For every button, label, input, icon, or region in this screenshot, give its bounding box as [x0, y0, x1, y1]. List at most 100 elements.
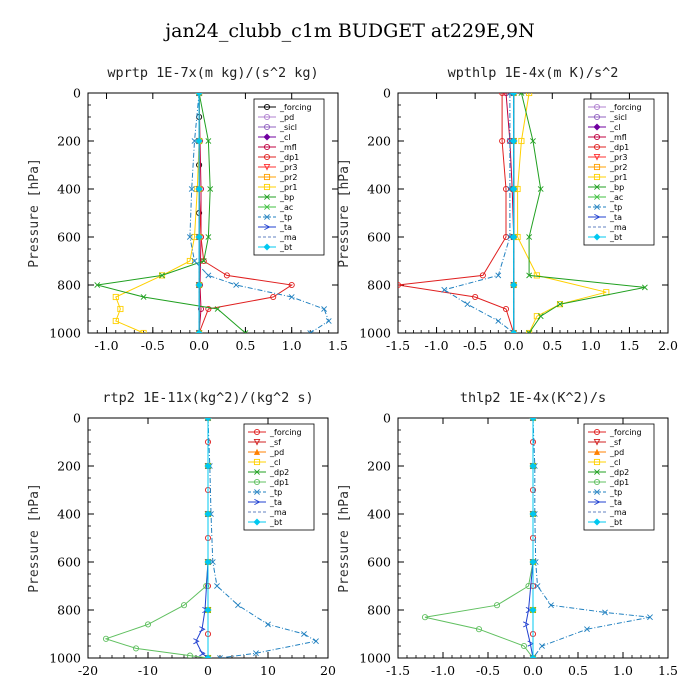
legend-marker_cl [593, 123, 601, 131]
series-group [94, 93, 332, 333]
legend-marker_tp [594, 204, 600, 210]
data-point_dp1 [144, 621, 152, 628]
y-tick-label: 1000 [359, 651, 391, 666]
data-point_tp [217, 655, 223, 658]
data-point_bp [518, 93, 525, 96]
data-point_pr1 [518, 137, 525, 145]
chart-title: wprtp 1E-7x(m kg)/(s^2 kg) [107, 65, 318, 81]
legend-marker_tp [264, 214, 270, 220]
y-axis-label: Pressure [hPa] [337, 483, 352, 593]
data-point_bt [204, 462, 212, 470]
data-point_dp1 [499, 137, 506, 145]
legend-marker_pr1 [593, 173, 601, 181]
legend-marker_ta [594, 498, 601, 506]
data-point_bt [204, 654, 212, 658]
legend-marker_tp [254, 489, 260, 495]
legend-marker_bt [593, 518, 601, 526]
data-point_pr1 [526, 93, 533, 97]
data-point_tp [313, 638, 319, 645]
y-tick-label: 200 [57, 134, 81, 149]
legend-marker_dp1 [253, 478, 261, 486]
data-point_dp1 [186, 652, 194, 658]
data-point_ta [199, 626, 206, 633]
legend-label_mfl: _mfl [279, 143, 297, 152]
y-tick-label: 0 [73, 411, 81, 426]
legend-marker_pr2 [593, 163, 601, 171]
legend-marker_pr3 [263, 163, 271, 171]
legend-label_cl: _cl [279, 133, 291, 142]
legend-label_pd: _pd [609, 448, 624, 457]
y-tick-label: 600 [367, 230, 391, 245]
legend-label_ma: _ma [279, 233, 297, 242]
data-point_bt [195, 329, 203, 333]
legend-marker_pd [263, 113, 271, 121]
legend-label_bt: _bt [609, 518, 622, 527]
x-tick-label: -1.0 [425, 338, 449, 353]
y-tick-label: 200 [57, 459, 81, 474]
legend-marker_cl [253, 458, 261, 466]
series-group [421, 418, 653, 658]
data-point_bt [204, 558, 212, 566]
legend-label_ta: _ta [279, 223, 292, 232]
legend-marker_pd [253, 448, 261, 455]
data-point_bp [205, 234, 212, 240]
data-point_dp1 [502, 185, 510, 193]
data-point_dp1 [132, 645, 140, 652]
legend-marker_tp [594, 489, 600, 495]
legend-label_bt: _bt [279, 243, 292, 252]
data-point_bp [205, 138, 212, 144]
legend-marker_sf [253, 438, 261, 446]
data-point_dp1 [502, 305, 510, 313]
data-point_dp1 [520, 642, 528, 650]
data-point_bp [94, 282, 101, 288]
data-point_tp [235, 602, 241, 609]
y-tick-label: 400 [367, 507, 391, 522]
data-point_bt [510, 185, 518, 193]
data-point_tp [233, 282, 240, 288]
data-point_dp1 [270, 293, 277, 301]
data-point_tp [548, 602, 554, 609]
legend-label_dp1: _dp1 [609, 143, 629, 152]
data-point_bp [530, 138, 536, 144]
data-point_pr1 [186, 257, 193, 265]
data-point_tp [191, 258, 198, 264]
legend-marker_pr2 [263, 173, 271, 181]
data-point_mfl [502, 93, 510, 97]
data-point_pr1 [526, 329, 533, 333]
data-point_bt [510, 233, 518, 241]
legend-label_forcing: _forcing [269, 428, 302, 437]
legend-label_ma: _ma [269, 508, 287, 517]
x-tick-label: 1.5 [658, 663, 678, 678]
legend-label_pr3: _pr3 [609, 153, 627, 162]
data-point_tp [584, 626, 590, 633]
legend-label_pr1: _pr1 [609, 173, 627, 182]
data-point_bp [641, 284, 648, 291]
y-tick-label: 200 [367, 134, 391, 149]
y-tick-label: 0 [383, 86, 391, 101]
legend: _forcing_sf_pd_cl_dp2_dp1_tp_ta_ma_bt [243, 423, 315, 531]
legend-label_sicl: _sicl [279, 123, 297, 132]
legend-marker_mfl [263, 143, 271, 151]
x-tick-label: -20 [78, 663, 98, 678]
data-point_tp [506, 138, 513, 144]
legend-marker_pr3 [593, 153, 601, 161]
y-axis-label: Pressure [hPa] [27, 158, 42, 268]
y-axis-label: Pressure [hPa] [337, 158, 352, 268]
y-tick-label: 1000 [359, 326, 391, 341]
data-point_bt [510, 329, 518, 333]
x-tick-label: -1.0 [431, 663, 455, 678]
data-point_pr1 [533, 313, 540, 320]
data-point_tp [602, 609, 608, 616]
legend-label_sf: _sf [269, 438, 281, 447]
x-tick-label: 1.5 [619, 338, 639, 353]
data-point_tp [539, 643, 545, 649]
legend-marker_pd [593, 448, 601, 455]
data-point_bp [159, 272, 165, 279]
y-axis-label: Pressure [hPa] [27, 483, 42, 593]
chart-panel-3: rtp2 1E-11x(kg^2)/(kg^2 s) Pressure [hPa]… [27, 390, 336, 678]
legend-marker_bp [594, 184, 600, 190]
data-point_dp1 [421, 614, 429, 621]
data-point_tp [253, 650, 259, 657]
